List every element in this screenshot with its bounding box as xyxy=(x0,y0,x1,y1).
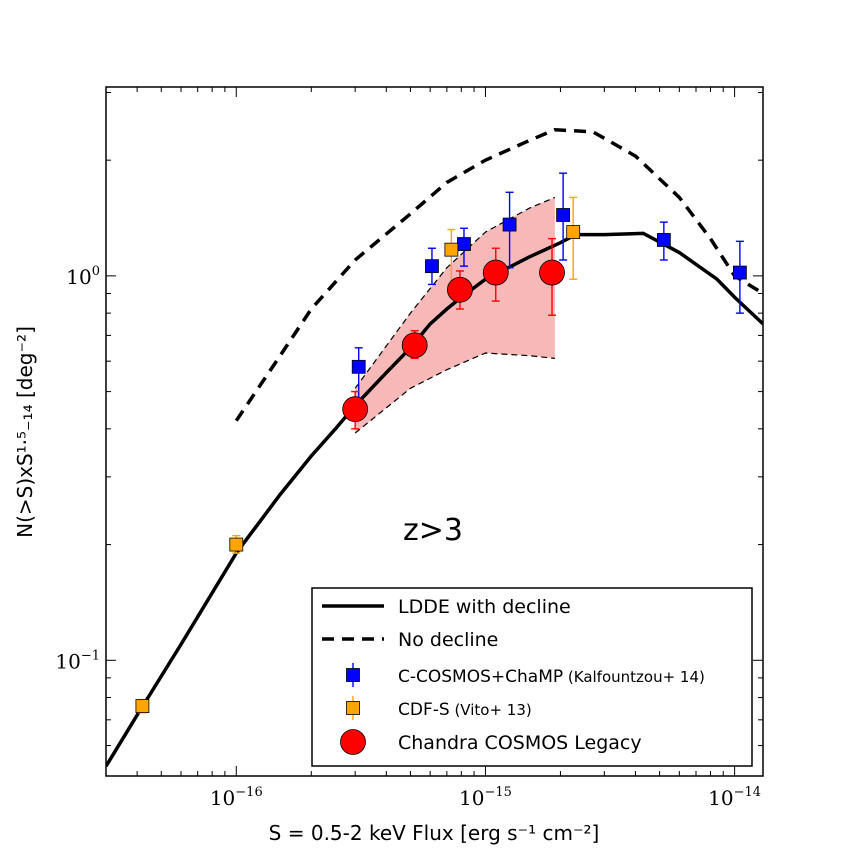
ticks-layer: 10−16 10−15 10−14 100 10−1 xyxy=(55,87,763,810)
legend-box xyxy=(311,587,753,767)
data-point-circle xyxy=(539,259,565,286)
legend-label: LDDE with decline xyxy=(398,596,571,618)
y-tick-label: 10−1 xyxy=(55,648,100,673)
data-points-layer xyxy=(135,172,747,714)
legend-label: CDF-S (Vito+ 13) xyxy=(398,700,532,720)
legend-label: No decline xyxy=(398,629,498,651)
uncertainty-band-layer xyxy=(354,196,556,434)
band-lower-edge xyxy=(354,352,555,434)
x-tick-label: 10−14 xyxy=(708,785,761,810)
data-point-square xyxy=(135,699,150,713)
data-point-circle xyxy=(401,332,428,359)
model-lines-layer xyxy=(106,127,763,768)
ldde-decline-line xyxy=(106,231,763,768)
data-point-square xyxy=(656,233,671,247)
data-point-circle xyxy=(447,276,473,303)
data-point-square xyxy=(444,242,459,257)
legend: LDDE with decline No decline C-COSMOS+ChaM… xyxy=(311,587,753,767)
x-axis-label: S = 0.5-2 keV Flux [erg s⁻¹ cm⁻²] xyxy=(269,821,600,845)
legend-label: Chandra COSMOS Legacy xyxy=(398,732,642,754)
legend-swatch-square xyxy=(346,701,360,715)
y-tick-label: 100 xyxy=(66,264,100,289)
data-point-square xyxy=(566,225,581,239)
data-point-square xyxy=(732,265,747,280)
x-tick-label: 10−16 xyxy=(210,785,263,810)
y-axis-label: N(>S)xS¹·⁵₋₁₄ [deg⁻²] xyxy=(13,326,37,538)
uncertainty-band xyxy=(355,197,555,434)
data-point-square xyxy=(229,537,244,552)
plot-frame xyxy=(105,86,764,777)
redshift-annotation: z>3 xyxy=(403,513,463,548)
data-point-square xyxy=(502,217,517,232)
data-point-square xyxy=(351,359,366,374)
data-point-square xyxy=(425,259,439,274)
legend-swatch-square xyxy=(346,668,360,682)
data-point-square xyxy=(457,237,471,251)
no-decline-line xyxy=(234,127,763,422)
legend-swatch-circle xyxy=(340,729,366,755)
x-tick-label: 10−15 xyxy=(459,785,512,810)
data-point-circle xyxy=(342,396,369,423)
data-point-circle xyxy=(482,259,509,286)
data-point-square xyxy=(556,208,571,222)
legend-label: C-COSMOS+ChaMP (Kalfountzou+ 14) xyxy=(398,667,705,687)
